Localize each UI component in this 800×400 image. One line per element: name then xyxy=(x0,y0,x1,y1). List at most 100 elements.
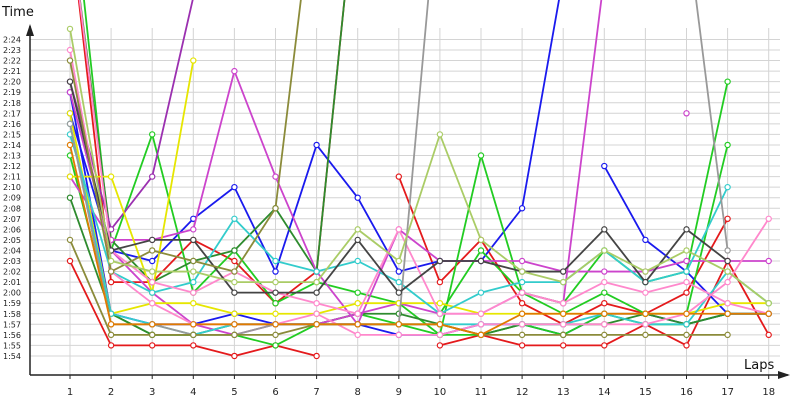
data-point xyxy=(436,300,444,307)
series-segment xyxy=(69,70,769,326)
x-tick-label: 5 xyxy=(231,387,237,398)
data-point xyxy=(477,310,485,317)
x-tick-label: 4 xyxy=(190,387,196,398)
data-point xyxy=(148,342,156,349)
data-point xyxy=(148,278,156,286)
data-point xyxy=(231,268,238,275)
series-segment xyxy=(79,0,346,284)
data-point xyxy=(66,110,74,117)
data-point xyxy=(436,310,444,317)
tick-labels: 1:54 1:551:56 1:571:58 1:592:00 2:012:02 2:03… xyxy=(3,35,775,398)
data-point xyxy=(395,289,402,296)
y-tick-label: 2:19 xyxy=(3,88,21,97)
data-point xyxy=(231,67,238,75)
data-point xyxy=(724,310,731,317)
y-tick-label: 1:57 xyxy=(3,320,21,329)
data-point xyxy=(601,321,608,328)
y-tick-label: 2:04 xyxy=(3,246,21,255)
x-tick-label: 6 xyxy=(272,387,278,398)
data-point xyxy=(66,57,74,64)
data-point xyxy=(313,321,320,328)
data-point xyxy=(477,152,485,159)
data-point xyxy=(354,300,361,307)
series-segment xyxy=(69,0,194,231)
x-tick-label: 17 xyxy=(721,387,734,398)
series-line xyxy=(66,0,560,275)
data-point xyxy=(190,300,197,307)
data-point xyxy=(272,278,279,286)
data-point xyxy=(518,205,526,212)
data-point xyxy=(107,268,115,275)
data-point xyxy=(395,278,402,286)
data-point xyxy=(642,321,649,328)
data-point xyxy=(518,342,526,349)
data-point xyxy=(518,300,526,307)
data-point xyxy=(354,289,361,296)
series-segment xyxy=(69,49,770,336)
data-point xyxy=(642,289,649,296)
data-point xyxy=(518,289,526,296)
data-point xyxy=(107,278,115,286)
data-point xyxy=(436,257,444,265)
data-point xyxy=(518,268,526,275)
y-tick-label: 1:54 xyxy=(3,352,21,361)
data-point xyxy=(477,321,485,328)
data-point xyxy=(601,162,608,170)
data-point xyxy=(148,236,156,244)
data-point xyxy=(107,257,115,265)
data-point xyxy=(683,321,690,328)
data-point xyxy=(560,321,567,328)
data-point xyxy=(354,194,361,201)
data-point xyxy=(765,310,772,317)
data-point xyxy=(231,289,238,296)
y-tick-label: 2:06 xyxy=(3,225,21,234)
series-line xyxy=(695,0,731,254)
data-point xyxy=(642,278,649,286)
data-point xyxy=(477,289,485,296)
y-tick-label: 2:15 xyxy=(3,130,21,139)
y-axis-title: Time xyxy=(1,5,34,20)
data-point xyxy=(313,352,320,360)
data-point xyxy=(272,257,279,265)
series-segment xyxy=(695,0,729,251)
data-point xyxy=(683,331,690,339)
data-point xyxy=(477,247,485,254)
series-segment xyxy=(69,144,769,336)
data-point xyxy=(560,300,567,307)
y-axis-arrow-icon xyxy=(26,24,34,36)
data-point xyxy=(601,342,608,349)
data-point xyxy=(560,331,567,339)
y-tick-label: 2:08 xyxy=(3,204,21,213)
y-tick-label: 2:23 xyxy=(3,46,21,55)
data-point xyxy=(477,331,485,339)
data-point xyxy=(436,342,444,349)
data-point xyxy=(107,331,115,339)
data-point xyxy=(683,342,690,349)
data-point xyxy=(724,268,731,275)
data-point xyxy=(190,289,197,296)
series-segment xyxy=(69,28,770,304)
data-point xyxy=(313,300,320,307)
data-point xyxy=(66,257,74,265)
data-point xyxy=(724,257,731,265)
y-tick-label: 2:11 xyxy=(3,173,21,182)
data-point xyxy=(518,331,526,339)
data-point xyxy=(601,278,608,286)
data-point xyxy=(107,342,115,349)
data-point xyxy=(395,321,402,328)
y-tick-label: 2:01 xyxy=(3,278,21,287)
y-tick-label: 2:14 xyxy=(3,141,21,150)
data-point xyxy=(313,278,320,286)
y-tick-label: 2:09 xyxy=(3,194,21,203)
data-point xyxy=(560,278,567,286)
y-tick-label: 2:20 xyxy=(3,78,21,87)
data-point xyxy=(642,310,649,317)
series-line xyxy=(66,0,430,339)
y-tick-label: 1:58 xyxy=(3,310,21,319)
y-tick-label: 2:17 xyxy=(3,109,21,118)
data-point xyxy=(765,300,772,307)
data-point xyxy=(148,257,156,265)
x-tick-label: 15 xyxy=(639,387,652,398)
y-tick-label: 2:10 xyxy=(3,183,21,192)
